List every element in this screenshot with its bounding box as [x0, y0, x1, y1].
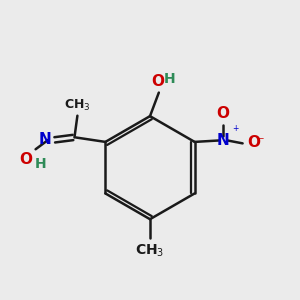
Text: CH$_3$: CH$_3$	[135, 243, 165, 259]
Text: N: N	[39, 132, 52, 147]
Text: O: O	[151, 74, 164, 89]
Text: CH$_3$: CH$_3$	[64, 98, 91, 113]
Text: O: O	[216, 106, 229, 121]
Text: H: H	[164, 72, 176, 86]
Text: H: H	[35, 157, 46, 171]
Text: O: O	[19, 152, 32, 167]
Text: O: O	[248, 135, 261, 150]
Text: $^-$: $^-$	[256, 136, 266, 146]
Text: N: N	[216, 133, 229, 148]
Text: $^+$: $^+$	[231, 124, 240, 134]
